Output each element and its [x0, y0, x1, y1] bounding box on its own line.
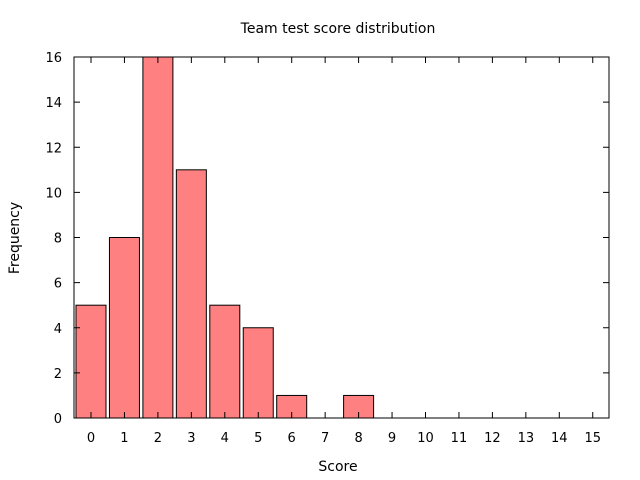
x-tick-label: 3	[187, 431, 195, 446]
y-tick-label: 10	[45, 186, 62, 201]
x-tick-label: 8	[354, 431, 362, 446]
y-tick-label: 8	[54, 232, 62, 247]
x-tick-label: 1	[120, 431, 128, 446]
y-tick-label: 2	[54, 367, 62, 382]
bar-3	[175, 169, 207, 419]
y-tick-label: 12	[45, 141, 62, 156]
chart-title: Team test score distribution	[240, 21, 436, 37]
x-tick-label: 7	[321, 431, 329, 446]
x-tick-label: 12	[484, 431, 501, 446]
x-tick-label: 9	[388, 431, 396, 446]
x-tick-label: 0	[87, 431, 95, 446]
y-axis-title: Frequency	[7, 202, 23, 274]
x-tick-label: 2	[154, 431, 162, 446]
y-tick-label: 14	[45, 96, 62, 111]
y-tick-label: 6	[54, 277, 62, 292]
bar-5	[242, 327, 274, 419]
x-tick-label: 5	[254, 431, 262, 446]
x-tick-label: 15	[584, 431, 601, 446]
x-tick-label: 11	[451, 431, 468, 446]
x-tick-label: 13	[518, 431, 535, 446]
x-axis-title: Score	[318, 459, 357, 475]
bar-4	[209, 304, 241, 419]
x-tick-label: 6	[288, 431, 296, 446]
y-tick-label: 0	[54, 412, 62, 427]
y-tick-label: 16	[45, 51, 62, 66]
x-tick-label: 14	[551, 431, 568, 446]
bar-0	[75, 304, 107, 419]
bar-2	[142, 56, 174, 419]
x-tick-label: 10	[417, 431, 434, 446]
y-tick-label: 4	[54, 322, 62, 337]
bar-1	[108, 237, 140, 419]
x-tick-label: 4	[221, 431, 229, 446]
